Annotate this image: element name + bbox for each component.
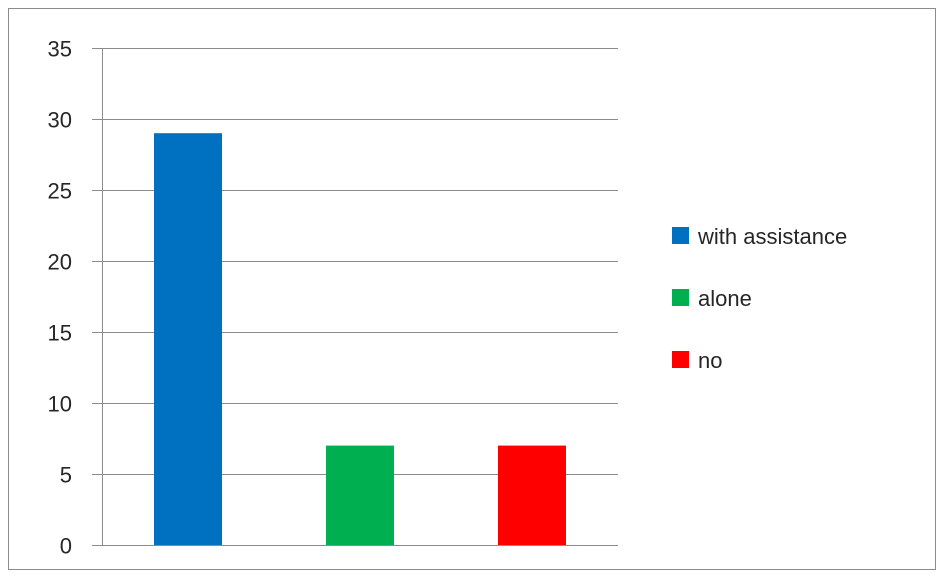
- y-tick-label: 30: [48, 108, 72, 133]
- y-tick-label: 15: [48, 321, 72, 346]
- bar-with-assistance: [154, 133, 222, 545]
- bar-no: [498, 445, 566, 545]
- legend-label: alone: [698, 286, 752, 311]
- y-tick-label: 5: [60, 463, 72, 488]
- legend-label: with assistance: [697, 224, 847, 249]
- legend-swatch: [672, 289, 689, 306]
- y-axis: 0 5 10 15 20 25 30 35: [48, 37, 103, 559]
- legend-label: no: [698, 348, 722, 373]
- legend: with assistance alone no: [672, 224, 847, 373]
- legend-swatch: [672, 351, 689, 368]
- y-tick-label: 0: [60, 534, 72, 559]
- y-tick-label: 20: [48, 250, 72, 275]
- legend-swatch: [672, 227, 689, 244]
- y-tick-label: 35: [48, 37, 72, 62]
- y-tick-label: 25: [48, 179, 72, 204]
- bars: [154, 133, 566, 545]
- bar-alone: [326, 445, 394, 545]
- y-tick-label: 10: [48, 392, 72, 417]
